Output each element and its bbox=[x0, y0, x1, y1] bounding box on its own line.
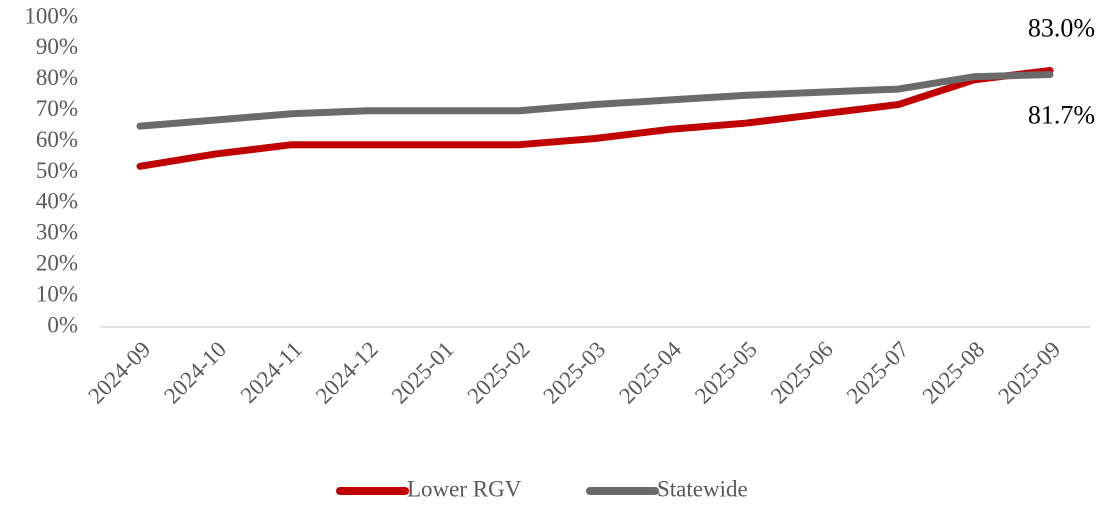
value-label: 83.0% bbox=[1028, 13, 1095, 42]
x-tick-label: 2024-10 bbox=[159, 337, 231, 409]
series-line bbox=[136, 71, 1054, 130]
x-tick-label: 2024-12 bbox=[311, 337, 383, 409]
y-tick-label: 10% bbox=[36, 281, 78, 306]
legend-label: Statewide bbox=[657, 476, 748, 501]
x-tick-label: 2024-11 bbox=[236, 337, 307, 408]
x-tick-label: 2025-08 bbox=[918, 337, 990, 409]
x-tick-label: 2025-06 bbox=[766, 337, 838, 409]
x-tick-label: 2025-04 bbox=[614, 336, 686, 408]
x-tick-label: 2024-09 bbox=[83, 337, 155, 409]
y-tick-label: 70% bbox=[36, 96, 78, 121]
x-tick-label: 2025-07 bbox=[842, 337, 914, 409]
value-label: 81.7% bbox=[1028, 101, 1095, 130]
series-line bbox=[136, 67, 1054, 170]
y-tick-label: 20% bbox=[36, 250, 78, 275]
y-tick-label: 50% bbox=[36, 158, 78, 183]
y-tick-label: 60% bbox=[36, 127, 78, 152]
y-tick-label: 90% bbox=[36, 34, 78, 59]
x-tick-label: 2025-09 bbox=[993, 337, 1065, 409]
y-tick-label: 80% bbox=[36, 65, 78, 90]
x-tick-label: 2025-03 bbox=[538, 337, 610, 409]
x-tick-label: 2025-02 bbox=[463, 337, 535, 409]
legend-label: Lower RGV bbox=[407, 476, 522, 501]
y-tick-label: 40% bbox=[36, 189, 78, 214]
x-tick-label: 2025-01 bbox=[387, 337, 459, 409]
y-tick-label: 0% bbox=[47, 312, 78, 337]
y-tick-label: 30% bbox=[36, 220, 78, 245]
x-tick-label: 2025-05 bbox=[690, 337, 762, 409]
y-tick-label: 100% bbox=[24, 3, 78, 28]
